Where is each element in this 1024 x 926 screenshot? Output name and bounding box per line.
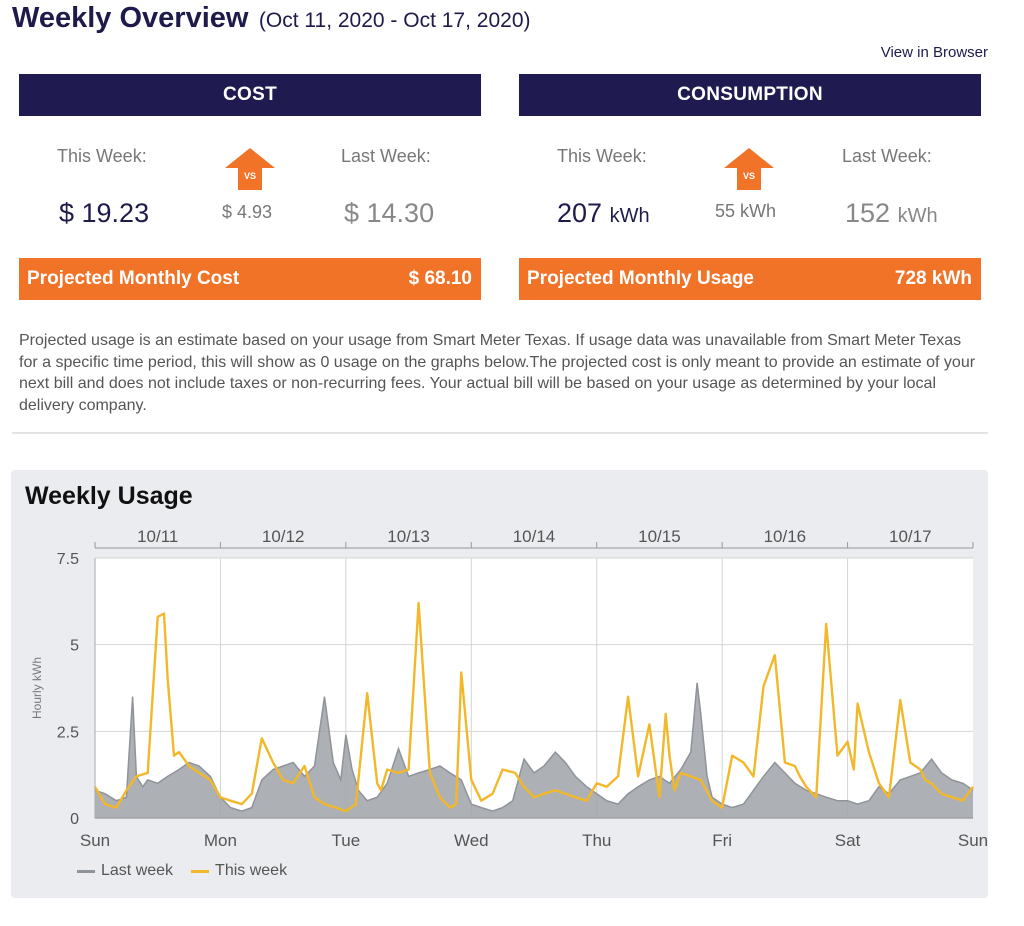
page-title: Weekly Overview xyxy=(12,2,249,34)
x-day-label: Wed xyxy=(454,831,489,850)
legend-swatch-last-week xyxy=(77,869,95,873)
x-date-label: 10/16 xyxy=(764,527,807,546)
legend-label-last-week: Last week xyxy=(101,862,174,879)
weekly-usage-card: 0 2.5 5 7.5 10/11 10/12 10/13 10/14 10/15 10/16 10… xyxy=(11,470,988,898)
x-date-label: 10/12 xyxy=(262,527,305,546)
x-day-label: Mon xyxy=(204,831,237,850)
cost-heading: COST xyxy=(19,74,481,116)
up-arrow-icon: VS xyxy=(724,148,774,190)
cost-this-week-value: $ 19.23 xyxy=(59,198,150,228)
disclaimer-text: Projected usage is an estimate based on … xyxy=(19,332,976,414)
consumption-this-week-value-wrap: 207 kWh xyxy=(557,198,650,229)
x-day-label: Tue xyxy=(332,831,361,850)
up-arrow-icon: VS xyxy=(225,148,275,190)
consumption-heading: CONSUMPTION xyxy=(519,74,981,116)
legend-item-this-week[interactable]: This week xyxy=(191,862,287,880)
x-day-label: Sun xyxy=(80,831,110,850)
x-date-label: 10/15 xyxy=(638,527,681,546)
view-in-browser-link[interactable]: View in Browser xyxy=(880,44,988,61)
consumption-unit: kWh xyxy=(897,205,938,227)
y-axis-label: Hourly kWh xyxy=(30,657,44,719)
divider xyxy=(12,432,988,434)
header: Weekly Overview (Oct 11, 2020 - Oct 17, … xyxy=(12,2,531,35)
series-line-this-week xyxy=(93,601,974,813)
weekly-usage-chart: 0 2.5 5 7.5 10/11 10/12 10/13 10/14 10/15 10/16 10… xyxy=(30,527,988,850)
consumption-difference: 55 kWh xyxy=(715,201,777,221)
legend-item-last-week[interactable]: Last week xyxy=(77,862,173,880)
x-day-label: Fri xyxy=(712,831,732,850)
y-tick-label: 7.5 xyxy=(57,551,79,568)
consumption-this-week-value: 207 xyxy=(557,198,603,228)
cost-panel: COST This Week: Last Week: VS $ 19.23 $ … xyxy=(19,74,481,300)
projected-cost-label: Projected Monthly Cost xyxy=(27,268,240,289)
consumption-last-week-label: Last Week: xyxy=(842,146,932,166)
vs-label: VS xyxy=(743,171,755,181)
x-day-label: Sun xyxy=(958,831,988,850)
x-date-label: 10/13 xyxy=(387,527,430,546)
y-tick-label: 2.5 xyxy=(57,724,79,741)
consumption-last-week-value-wrap: 152 kWh xyxy=(845,198,938,229)
y-tick-label: 0 xyxy=(70,811,79,828)
chart-title: Weekly Usage xyxy=(25,482,193,510)
consumption-last-week-value: 152 xyxy=(845,198,891,228)
consumption-unit: kWh xyxy=(609,205,650,227)
projected-usage-bar: Projected Monthly Usage 728 kWh xyxy=(519,258,981,300)
cost-last-week-value: $ 14.30 xyxy=(344,198,435,228)
series-area-last-week xyxy=(95,682,973,818)
chart-legend: Last week This week xyxy=(77,862,287,880)
projected-usage-value: 728 kWh xyxy=(894,268,972,289)
legend-label-this-week: This week xyxy=(215,862,288,879)
y-tick-label: 5 xyxy=(70,638,79,655)
projected-cost-value: $ 68.10 xyxy=(408,268,472,289)
consumption-panel: CONSUMPTION This Week: Last Week: VS 207… xyxy=(519,74,981,300)
cost-difference: $ 4.93 xyxy=(222,202,273,222)
x-day-label: Thu xyxy=(582,831,611,850)
projected-cost-bar: Projected Monthly Cost $ 68.10 xyxy=(19,258,481,300)
x-date-label: 10/14 xyxy=(513,527,556,546)
date-range: (Oct 11, 2020 - Oct 17, 2020) xyxy=(258,9,531,32)
x-date-label: 10/11 xyxy=(137,527,178,546)
cost-this-week-label: This Week: xyxy=(57,146,147,166)
consumption-this-week-label: This Week: xyxy=(557,146,647,166)
projected-usage-label: Projected Monthly Usage xyxy=(527,268,754,289)
legend-swatch-this-week xyxy=(191,869,210,873)
x-date-label: 10/17 xyxy=(889,527,932,546)
cost-last-week-label: Last Week: xyxy=(341,146,431,166)
vs-label: VS xyxy=(244,171,256,181)
x-day-label: Sat xyxy=(835,831,861,850)
